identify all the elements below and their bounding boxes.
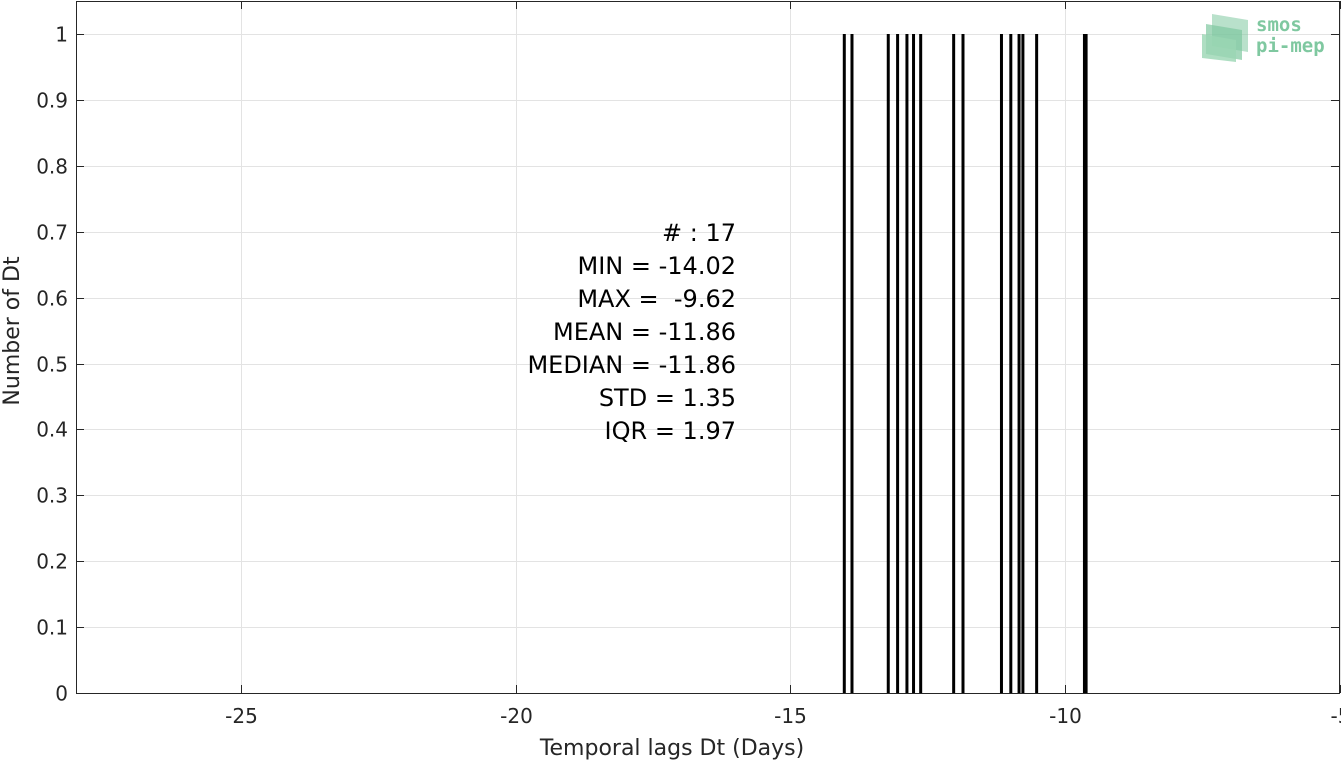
histogram-bar: [1084, 34, 1088, 693]
histogram-bar: [850, 34, 854, 693]
smos-pi-mep-logo: smos pi-mep: [1202, 14, 1325, 62]
stat-median: MEDIAN = -11.86: [527, 351, 736, 379]
stat-count: # : 17: [662, 219, 736, 247]
y-axis-title: Number of Dt: [0, 256, 25, 406]
y-tick-label: 0: [55, 682, 68, 706]
y-tick-labels: 0 0.1 0.2 0.3 0.4 0.5 0.6 0.7 0.8 0.9 1: [36, 23, 68, 706]
logo-text-smos: smos: [1256, 14, 1302, 36]
y-tick-label: 0.1: [36, 616, 68, 640]
logo-waves-icon: [1202, 14, 1248, 62]
histogram-bar: [1021, 34, 1025, 693]
y-tick-label: 0.2: [36, 550, 68, 574]
x-axis-title: Temporal lags Dt (Days): [539, 736, 804, 761]
stat-std: STD = 1.35: [599, 384, 736, 412]
y-tick-label: 0.9: [36, 89, 68, 113]
x-tick-labels: -25 -20 -15 -10 -5: [225, 704, 1341, 728]
y-tick-label: 1: [55, 23, 68, 47]
histogram-bars: [842, 34, 1088, 693]
histogram-bar: [842, 34, 846, 693]
stat-max: MAX = -9.62: [577, 285, 736, 313]
histogram-bar: [1009, 34, 1013, 693]
y-tick-label: 0.6: [36, 287, 68, 311]
logo-text-pi-mep: pi-mep: [1256, 35, 1325, 57]
stat-iqr: IQR = 1.97: [605, 417, 736, 445]
x-tick-label: -10: [1049, 704, 1082, 728]
histogram-bar: [905, 34, 909, 693]
y-tick-label: 0.4: [36, 418, 68, 442]
histogram-bar: [1035, 34, 1039, 693]
histogram-bar: [961, 34, 965, 693]
histogram-bar: [886, 34, 890, 693]
histogram-bar: [999, 34, 1003, 693]
y-tick-label: 0.8: [36, 155, 68, 179]
histogram-bar: [952, 34, 956, 693]
y-tick-label: 0.7: [36, 221, 68, 245]
histogram-bar: [912, 34, 916, 693]
tick-marks: [76, 1, 1341, 694]
histogram-bar: [919, 34, 923, 693]
y-tick-label: 0.3: [36, 484, 68, 508]
y-tick-label: 0.5: [36, 353, 68, 377]
plot-frame: [76, 1, 1340, 694]
x-tick-label: -25: [225, 704, 258, 728]
x-tick-label: -20: [500, 704, 533, 728]
stats-annotation: # : 17 MIN = -14.02 MAX = -9.62 MEAN = -…: [527, 219, 736, 445]
stat-mean: MEAN = -11.86: [553, 318, 736, 346]
stat-min: MIN = -14.02: [578, 252, 736, 280]
histogram-bar: [896, 34, 900, 693]
x-tick-label: -15: [774, 704, 807, 728]
x-tick-label: -5: [1331, 704, 1341, 728]
histogram-bar: [1017, 34, 1021, 693]
